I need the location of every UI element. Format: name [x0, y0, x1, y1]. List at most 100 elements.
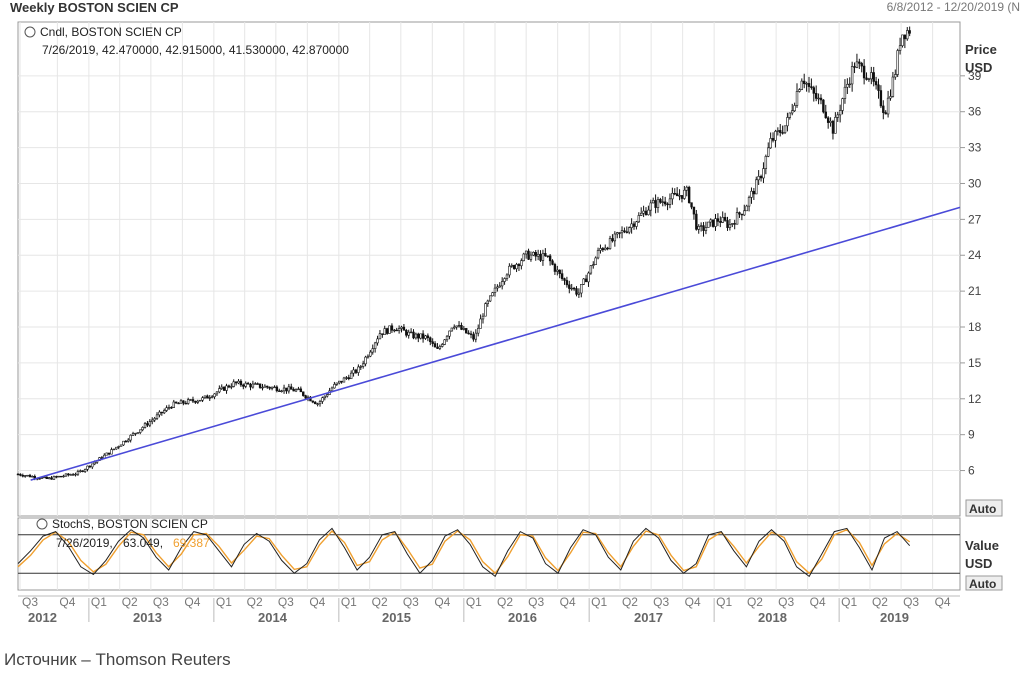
candle-body	[52, 476, 56, 480]
candle-body	[630, 223, 633, 228]
candle-body	[774, 131, 777, 141]
candle-body	[786, 117, 789, 127]
candle-body	[417, 333, 420, 339]
candle-body	[282, 387, 286, 392]
candle-body	[505, 274, 509, 279]
candle-body	[731, 223, 734, 225]
candle-body	[687, 186, 691, 203]
candle-body	[182, 400, 185, 404]
candle-body	[472, 334, 475, 340]
candle-body	[822, 99, 825, 113]
candle-body	[572, 287, 576, 290]
y-tick-label: 15	[968, 356, 982, 370]
candle-body	[349, 372, 353, 380]
candle-body	[582, 278, 585, 285]
y-tick-label: 18	[968, 320, 982, 334]
candle-body	[759, 176, 763, 179]
candle-body	[395, 329, 398, 332]
candle-body	[616, 232, 619, 235]
candle-body	[155, 414, 159, 419]
candle-body	[278, 390, 281, 392]
x-quarter-label: Q3	[653, 595, 669, 609]
candle-body	[793, 105, 796, 112]
candle-body	[21, 475, 24, 477]
candle-body	[855, 61, 859, 68]
candle-body	[477, 328, 480, 334]
x-year-label: 2016	[508, 610, 537, 625]
candle-body	[539, 253, 542, 261]
candle-body	[901, 34, 904, 47]
candle-body	[596, 250, 600, 259]
candle-body	[366, 355, 370, 358]
x-quarter-label: Q1	[216, 595, 232, 609]
candle-body	[671, 193, 674, 200]
candle-body	[733, 223, 736, 225]
candle-body	[179, 400, 183, 404]
candle-body	[795, 91, 799, 106]
candle-body	[651, 200, 655, 204]
candle-body	[141, 427, 144, 431]
candle-body	[136, 432, 140, 434]
candle-body	[419, 333, 422, 339]
candle-body	[218, 388, 221, 393]
candle-body	[314, 401, 317, 405]
candle-body	[361, 363, 365, 367]
candle-body	[745, 205, 748, 212]
candle-body	[273, 386, 276, 389]
candle-body	[534, 252, 537, 257]
candle-body	[541, 253, 545, 261]
stoch-auto-button[interactable]	[965, 575, 1003, 591]
x-year-label: 2013	[133, 610, 162, 625]
candle-body	[107, 452, 111, 455]
candle-body	[685, 186, 688, 191]
candle-body	[738, 212, 741, 215]
candle-body	[390, 325, 394, 331]
x-quarter-label: Q2	[122, 595, 138, 609]
candle-body	[867, 78, 871, 80]
x-quarter-label: Q4	[810, 595, 826, 609]
candle-body	[707, 221, 710, 228]
candle-body	[529, 254, 533, 260]
candle-body	[747, 197, 751, 207]
candle-body	[551, 260, 554, 265]
candle-body	[275, 386, 279, 392]
candle-body	[239, 380, 243, 386]
candle-body	[347, 377, 350, 380]
candle-body	[69, 474, 72, 476]
candle-body	[896, 50, 899, 75]
candle-body	[302, 391, 305, 396]
cndl-legend-icon[interactable]	[24, 26, 36, 38]
candle-body	[244, 382, 247, 387]
candle-body	[210, 396, 214, 398]
candle-body	[750, 190, 753, 198]
candle-body	[527, 250, 530, 260]
candle-body	[723, 217, 727, 221]
candle-body	[702, 225, 705, 231]
source-caption: Источник – Thomson Reuters	[4, 650, 231, 669]
x-year-label: 2015	[382, 610, 411, 625]
x-quarter-label: Q4	[935, 595, 951, 609]
candle-body	[503, 278, 506, 282]
candle-body	[802, 80, 806, 84]
candle-body	[831, 120, 835, 134]
candle-body	[510, 265, 513, 267]
candle-body	[352, 369, 355, 374]
candle-body	[91, 463, 94, 468]
candle-body	[62, 475, 65, 478]
date-range-label: 6/8/2012 - 12/20/2019 (N	[886, 0, 1020, 14]
candle-body	[544, 253, 547, 257]
candle-body	[134, 432, 137, 435]
candle-body	[762, 168, 765, 179]
price-legend-values: 7/26/2019, 42.470000, 42.915000, 41.5300…	[42, 43, 349, 57]
candle-body	[122, 440, 125, 446]
candle-body	[637, 215, 641, 223]
price-auto-button[interactable]	[965, 499, 1003, 517]
candle-body	[222, 386, 226, 391]
candle-body	[726, 220, 729, 228]
stoch-legend-icon[interactable]	[36, 518, 48, 530]
candle-body	[757, 176, 760, 181]
candle-body	[119, 444, 123, 447]
candle-body	[340, 380, 343, 383]
candle-body	[167, 407, 171, 409]
candle-body	[112, 448, 116, 451]
